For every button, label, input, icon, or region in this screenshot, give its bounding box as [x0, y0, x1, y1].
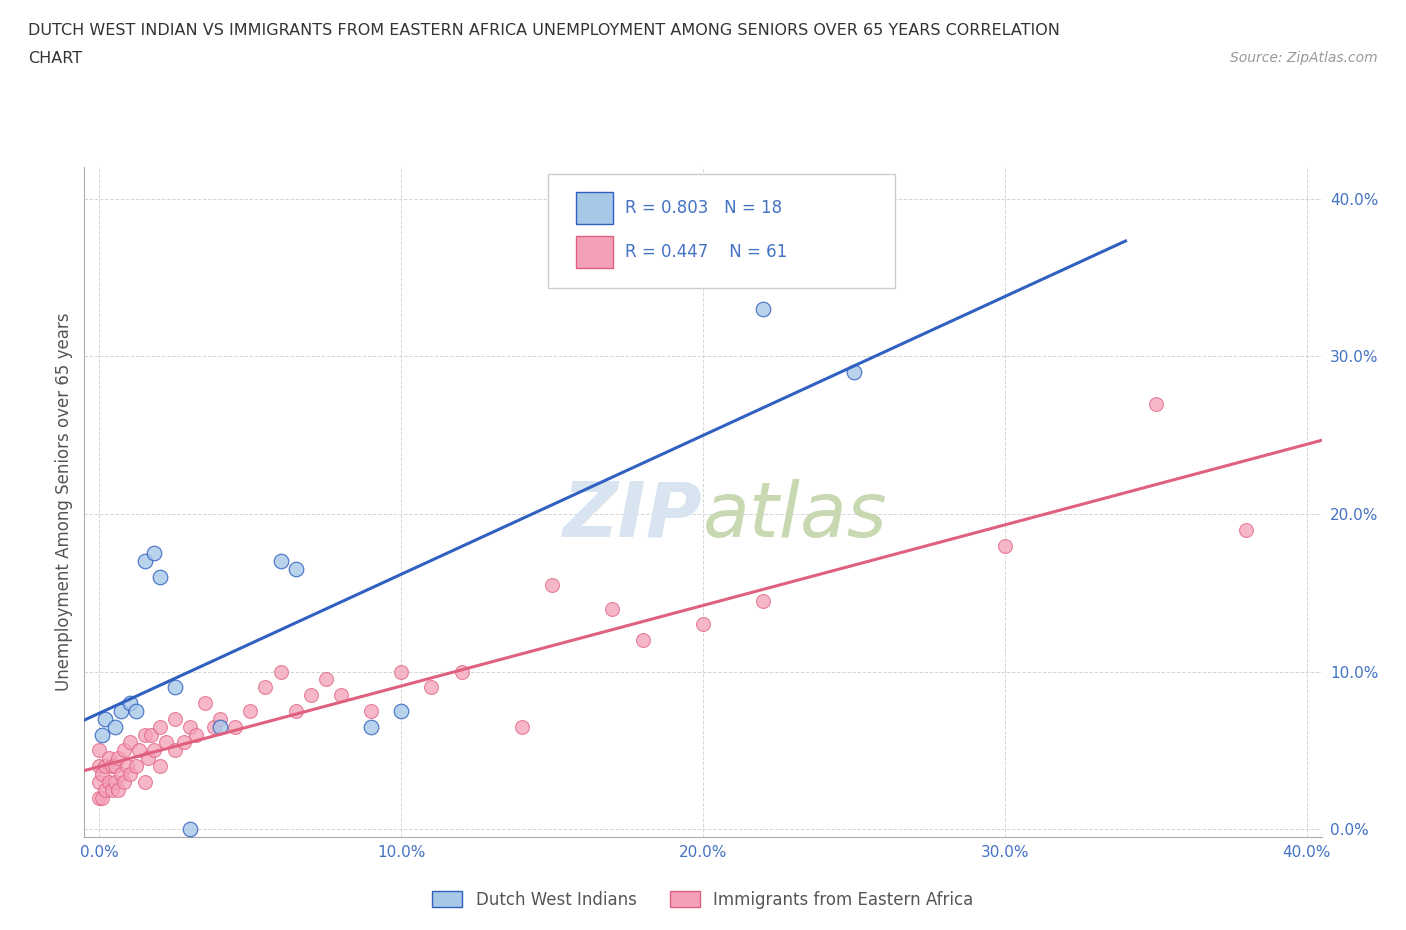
Point [389, 703, 412, 718]
Point [112, 775, 135, 790]
Point [118, 735, 141, 750]
Point [270, 554, 292, 569]
Point [110, 703, 132, 718]
Point [692, 617, 714, 631]
Point [194, 696, 217, 711]
Point [115, 759, 138, 774]
Point [124, 759, 146, 774]
Text: Source: ZipAtlas.com: Source: ZipAtlas.com [1230, 51, 1378, 65]
Point [94, 782, 117, 797]
FancyBboxPatch shape [575, 235, 613, 268]
Point [329, 688, 352, 703]
Point [284, 703, 307, 718]
Point [270, 664, 292, 679]
Point [94, 711, 117, 726]
FancyBboxPatch shape [575, 193, 613, 224]
Point [107, 751, 129, 765]
Point [142, 743, 165, 758]
Point [202, 719, 225, 734]
Text: ZIP: ZIP [564, 479, 703, 552]
Point [209, 711, 232, 726]
Point [450, 664, 472, 679]
Point [752, 301, 775, 316]
Point [89, 759, 111, 774]
Point [284, 562, 307, 577]
Point [173, 735, 195, 750]
Point [91, 766, 114, 781]
Point [139, 727, 162, 742]
Point [1144, 396, 1167, 411]
Point [149, 569, 172, 584]
Point [179, 719, 201, 734]
FancyBboxPatch shape [548, 174, 894, 288]
Point [94, 759, 117, 774]
Point [602, 601, 624, 616]
Point [134, 727, 156, 742]
Point [163, 680, 186, 695]
Point [97, 751, 120, 765]
Text: atlas: atlas [703, 479, 887, 552]
Point [994, 538, 1017, 553]
Text: CHART: CHART [28, 51, 82, 66]
Point [239, 703, 262, 718]
Point [163, 711, 186, 726]
Point [103, 775, 125, 790]
Point [89, 743, 111, 758]
Point [510, 719, 533, 734]
Point [315, 672, 337, 687]
Point [128, 743, 150, 758]
Point [631, 632, 654, 647]
Text: R = 0.803   N = 18: R = 0.803 N = 18 [626, 199, 782, 217]
Point [112, 743, 135, 758]
Point [134, 554, 156, 569]
Text: DUTCH WEST INDIAN VS IMMIGRANTS FROM EASTERN AFRICA UNEMPLOYMENT AMONG SENIORS O: DUTCH WEST INDIAN VS IMMIGRANTS FROM EAS… [28, 23, 1060, 38]
Point [89, 775, 111, 790]
Point [110, 766, 132, 781]
Point [254, 680, 277, 695]
Point [224, 719, 246, 734]
Point [179, 822, 201, 837]
Point [103, 719, 125, 734]
Point [100, 782, 122, 797]
Point [91, 727, 114, 742]
Point [118, 766, 141, 781]
Point [100, 759, 122, 774]
Point [209, 719, 232, 734]
Legend: Dutch West Indians, Immigrants from Eastern Africa: Dutch West Indians, Immigrants from East… [426, 884, 980, 916]
Point [1234, 523, 1257, 538]
Point [420, 680, 443, 695]
Point [142, 546, 165, 561]
Point [97, 775, 120, 790]
Point [124, 703, 146, 718]
Y-axis label: Unemployment Among Seniors over 65 years: Unemployment Among Seniors over 65 years [55, 313, 73, 691]
Point [360, 719, 382, 734]
Text: R = 0.447    N = 61: R = 0.447 N = 61 [626, 243, 787, 260]
Point [103, 759, 125, 774]
Point [149, 719, 172, 734]
Point [389, 664, 412, 679]
Point [299, 688, 322, 703]
Point [149, 759, 172, 774]
Point [842, 365, 865, 379]
Point [136, 751, 159, 765]
Point [360, 703, 382, 718]
Point [91, 790, 114, 805]
Point [184, 727, 207, 742]
Point [107, 782, 129, 797]
Point [118, 696, 141, 711]
Point [134, 775, 156, 790]
Point [155, 735, 177, 750]
Point [752, 593, 775, 608]
Point [541, 578, 564, 592]
Point [163, 743, 186, 758]
Point [89, 790, 111, 805]
